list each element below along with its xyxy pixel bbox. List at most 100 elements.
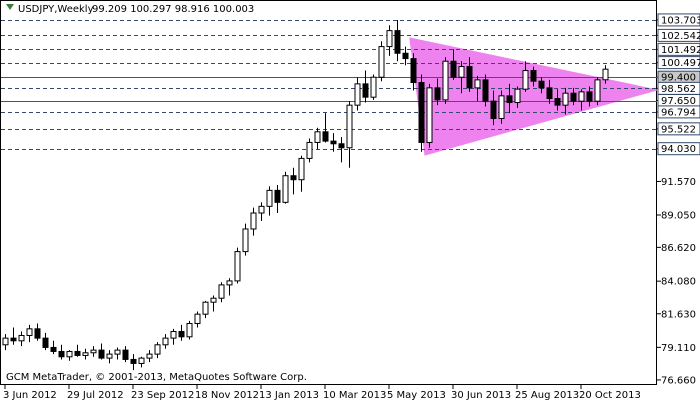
candle-body: [274, 189, 281, 203]
candle-body: [490, 100, 497, 119]
candle-body: [330, 140, 337, 145]
candle-body: [338, 143, 345, 149]
candle-body: [178, 330, 185, 338]
x-tick-label: 20 Oct 2013: [579, 390, 641, 401]
candle-body: [258, 205, 265, 214]
plot-frame: [0, 0, 657, 385]
candle-body: [466, 66, 473, 89]
candle-body: [234, 251, 241, 282]
y-tick-label: 102.542: [661, 31, 700, 42]
x-tick-label: 30 Jun 2013: [451, 390, 511, 401]
candle-body: [578, 91, 585, 102]
candle-body: [74, 350, 81, 356]
y-tick-box: [657, 105, 700, 119]
y-tick-label: 97.650: [661, 96, 696, 107]
candle-body: [370, 76, 377, 98]
candle-body: [194, 313, 201, 324]
candle-body: [202, 301, 209, 315]
candle-body: [570, 92, 577, 102]
candle-body: [346, 104, 353, 149]
candle-body: [394, 30, 401, 54]
symbol-icon: [6, 4, 14, 10]
y-tick-label: 84.080: [661, 277, 696, 288]
y-tick-label: 100.497: [661, 58, 700, 69]
y-tick-label: 99.400: [661, 73, 696, 84]
candle-body: [90, 349, 97, 354]
candle-body: [58, 350, 65, 358]
candle-body: [522, 70, 529, 90]
candle-body: [218, 284, 225, 299]
x-tick-label: 25 Aug 2013: [515, 390, 579, 401]
y-tick-label: 81.630: [661, 309, 696, 320]
y-tick-box: [657, 42, 700, 56]
candle-body: [442, 60, 449, 101]
candle-body: [530, 70, 537, 82]
candle-body: [266, 189, 273, 207]
open-value: 99.209: [92, 4, 127, 15]
candle-body: [98, 349, 105, 359]
candle-body: [42, 337, 49, 348]
candle-body: [282, 175, 289, 203]
y-tick-label: 95.522: [661, 124, 696, 135]
candle-body: [170, 330, 177, 339]
candle-body: [306, 141, 313, 159]
chart-title: USDJPY,Weekly: [18, 4, 94, 15]
candle-body: [402, 52, 409, 60]
candle-body: [226, 280, 233, 286]
y-tick-label: 86.620: [661, 243, 696, 254]
x-tick-label: 5 May 2013: [387, 390, 446, 401]
x-tick-label: 23 Sep 2012: [131, 390, 194, 401]
candle-body: [314, 131, 321, 143]
candle-body: [82, 352, 89, 356]
candle-body: [554, 98, 561, 106]
candle-body: [154, 344, 161, 355]
candle-body: [242, 228, 249, 253]
candle-body: [562, 92, 569, 106]
candle-body: [210, 297, 217, 303]
candle-body: [498, 95, 505, 119]
high-value: 100.297: [130, 4, 171, 15]
candle-body: [594, 79, 601, 102]
ohlc-header: 99.209 100.297 98.916 100.003: [92, 4, 254, 15]
candle-body: [514, 88, 521, 104]
candle-body: [130, 358, 137, 364]
candle-body: [378, 46, 385, 78]
candle-body: [34, 328, 41, 339]
candle-body: [106, 353, 113, 359]
candle-body: [114, 349, 121, 355]
candle-body: [290, 175, 297, 181]
y-tick-label: 91.570: [661, 177, 696, 188]
candle-body: [410, 58, 417, 84]
y-tick-label: 98.562: [661, 84, 696, 95]
y-tick-box: [657, 122, 700, 136]
candle-body: [426, 87, 433, 143]
y-tick-box: [657, 56, 700, 70]
y-tick-label: 76.660: [661, 375, 696, 386]
x-tick-label: 13 Jan 2013: [259, 390, 319, 401]
candle-body: [122, 349, 129, 360]
candle-body: [482, 79, 489, 102]
x-tick-label: 18 Nov 2012: [195, 390, 259, 401]
candle-body: [418, 82, 425, 143]
candle-body: [602, 68, 609, 81]
candle-body: [18, 334, 25, 342]
y-tick-box: [657, 28, 700, 42]
x-tick-label: 3 Jun 2012: [3, 390, 57, 401]
candle-body: [386, 30, 393, 48]
candle-body: [506, 95, 513, 104]
candle-body: [298, 157, 305, 181]
close-value: 100.003: [213, 4, 254, 15]
y-tick-label: 101.492: [661, 45, 700, 56]
low-value: 98.916: [175, 4, 210, 15]
candle-body: [2, 337, 9, 346]
y-tick-label: 96.794: [661, 107, 696, 118]
candle-body: [474, 79, 481, 89]
candle-body: [26, 328, 33, 336]
footer: GCM MetaTrader, © 2001-2013, MetaQuotes …: [6, 372, 307, 383]
y-tick-label: 94.030: [661, 144, 696, 155]
candle-body: [450, 60, 457, 78]
y-tick-label: 79.110: [661, 343, 696, 354]
candle-body: [586, 91, 593, 102]
candle-body: [10, 337, 17, 342]
